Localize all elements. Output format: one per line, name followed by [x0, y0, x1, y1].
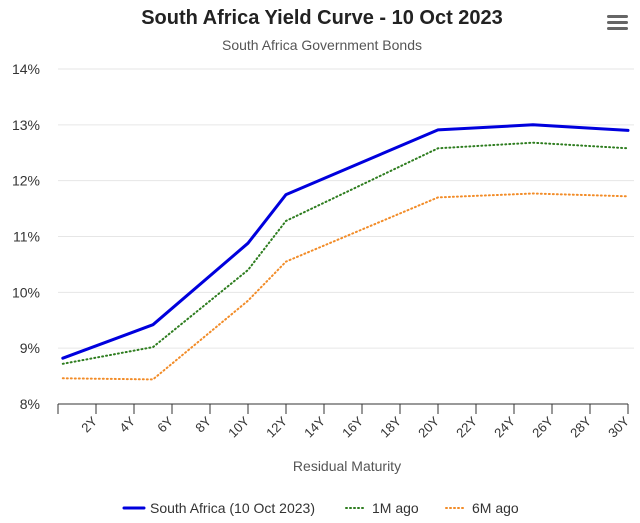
x-tick-label: 2Y [78, 413, 100, 435]
y-axis: 8% 9% 10% 11% 12% 13% 14% [12, 61, 40, 412]
x-axis: 2Y 4Y 6Y 8Y 10Y 12Y 14Y 16Y 18Y 20Y 22Y 24Y 26Y 28Y 30… [57, 403, 632, 440]
x-tick-label: 20Y [415, 413, 442, 440]
y-tick-label: 8% [20, 396, 40, 412]
chart-title: South Africa Yield Curve - 10 Oct 2023 [141, 7, 503, 29]
x-tick-label: 26Y [529, 413, 556, 440]
x-axis-title: Residual Maturity [293, 458, 401, 474]
plot-series [61, 123, 630, 381]
x-tick-label: 24Y [491, 413, 518, 440]
hamburger-menu-icon[interactable] [604, 10, 630, 36]
x-tick-label: 16Y [339, 413, 366, 440]
legend-label: 1M ago [372, 500, 419, 516]
legend: South Africa (10 Oct 2023) 1M ago 6M ago [122, 500, 519, 516]
x-tick-label: 4Y [116, 413, 138, 435]
x-tick-label: 22Y [453, 413, 480, 440]
x-tick-label: 12Y [263, 413, 290, 440]
x-tick-label: 10Y [225, 413, 252, 440]
x-tick-label: 18Y [377, 413, 404, 440]
series-line-2[interactable] [61, 141, 629, 365]
series-line-1[interactable] [61, 123, 630, 360]
y-tick-label: 13% [12, 117, 40, 133]
x-tick-label: 28Y [567, 413, 594, 440]
legend-label: South Africa (10 Oct 2023) [150, 500, 315, 516]
legend-label: 6M ago [472, 500, 519, 516]
legend-item-2[interactable]: 1M ago [345, 500, 419, 516]
x-tick-label: 30Y [605, 413, 632, 440]
y-tick-label: 12% [12, 173, 40, 189]
y-tick-label: 11% [13, 229, 40, 245]
y-tick-label: 14% [12, 61, 40, 77]
chart-subtitle: South Africa Government Bonds [222, 37, 422, 53]
series-line-3[interactable] [61, 192, 629, 381]
y-tick-label: 10% [12, 284, 40, 300]
x-tick-label: 8Y [192, 413, 214, 435]
gridlines [58, 68, 634, 349]
legend-item-3[interactable]: 6M ago [445, 500, 519, 516]
x-tick-label: 6Y [154, 413, 176, 435]
legend-item-1[interactable]: South Africa (10 Oct 2023) [122, 500, 315, 516]
x-tick-label: 14Y [301, 413, 328, 440]
y-tick-label: 9% [20, 340, 40, 356]
